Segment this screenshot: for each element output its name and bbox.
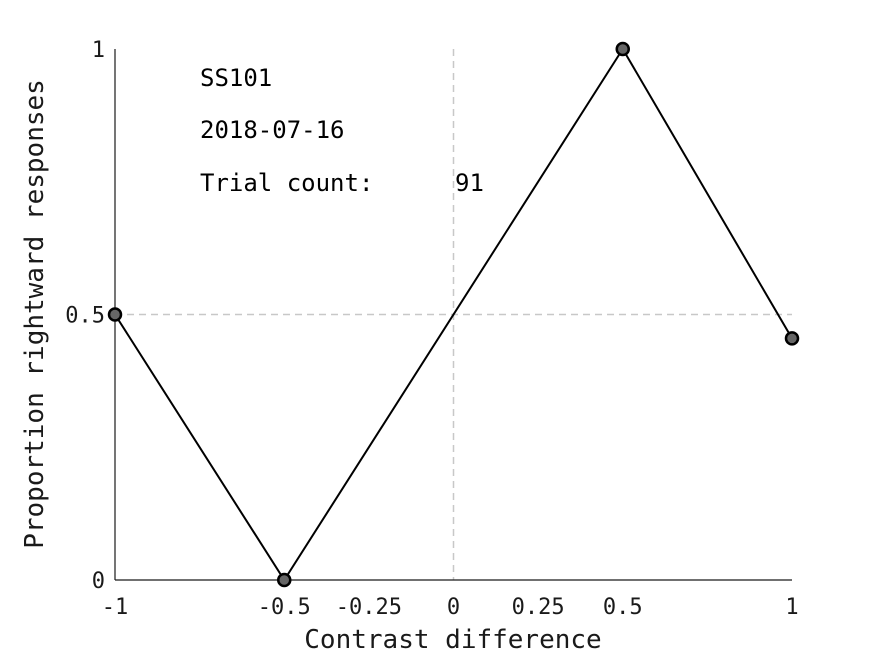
date-annotation: 2018-07-16 [200, 116, 345, 144]
tick-labels: -1 -0.5 -0.25 0 0.25 0.5 1 0 0.5 1 [65, 38, 798, 620]
x-tick-label: -1 [102, 595, 129, 620]
x-tick-label: -0.25 [336, 595, 402, 620]
x-tick-label: 0.25 [512, 595, 565, 620]
y-axis-title: Proportion rightward responses [20, 79, 50, 549]
data-series [107, 41, 800, 588]
data-point [107, 307, 123, 322]
x-tick-label: -0.5 [258, 595, 311, 620]
subject-annotation: SS101 [200, 64, 272, 92]
data-point [784, 331, 800, 346]
y-tick-label: 1 [92, 38, 105, 63]
y-tick-label: 0.5 [65, 304, 105, 329]
trial-count-value: 91 [455, 169, 484, 197]
data-point [277, 572, 292, 588]
x-tick-label: 1 [785, 595, 798, 620]
data-point [615, 41, 630, 57]
y-tick-label: 0 [92, 569, 105, 594]
series-line [114, 47, 793, 582]
x-tick-label: 0.5 [603, 595, 643, 620]
x-axis-title: Contrast difference [304, 625, 601, 655]
x-tick-label: 0 [447, 595, 460, 620]
trial-count-label: Trial count: [200, 169, 373, 197]
